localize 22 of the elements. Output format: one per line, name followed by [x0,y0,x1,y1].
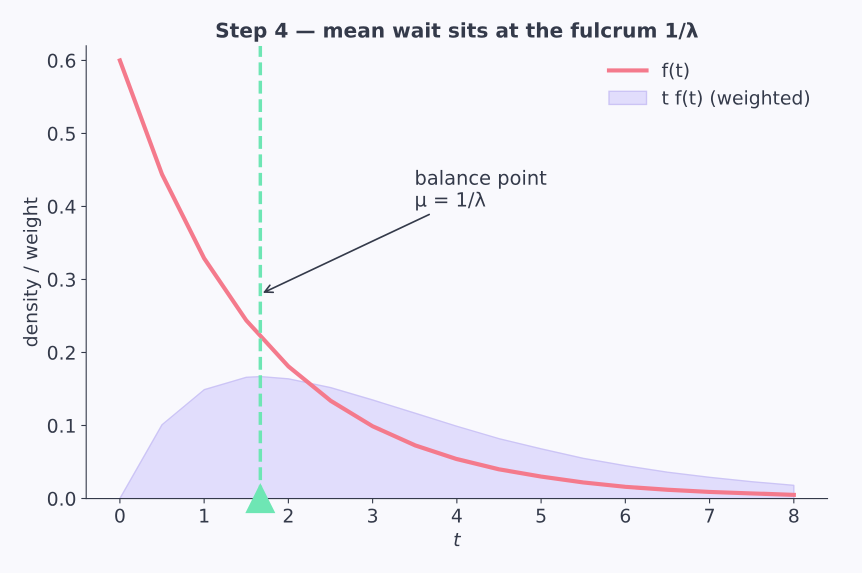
x-tick-label: 0 [115,508,125,523]
legend-label: f(t) [662,62,688,80]
y-tick-label: 0.4 [48,200,76,214]
annotation: balance point μ = 1/λ [416,170,546,211]
chart-title: Step 4 — mean wait sits at the fulcrum 1/λ [216,22,698,42]
x-tick-label: 8 [789,508,799,523]
y-tick-label: 0.1 [48,418,75,433]
y-tick-label: 0.3 [48,272,75,287]
y-tick-label: 0.0 [48,492,76,506]
x-axis-title: t [454,533,462,546]
y-tick-label: 0.2 [48,346,75,360]
x-tick-label: 4 [452,508,462,522]
x-tick-label: 7 [705,508,714,522]
x-tick-label: 3 [368,508,378,523]
y-tick-label: 0.6 [48,54,76,68]
x-tick-label: 2 [284,508,292,522]
y-tick-label: 0.5 [48,126,75,141]
x-tick-label: 6 [620,508,630,523]
x-tick-label: 1 [200,508,208,522]
y-axis-title: density / weight [22,198,42,346]
legend-label: t f(t) (weighted) [662,90,810,108]
x-tick-label: 5 [536,508,546,523]
